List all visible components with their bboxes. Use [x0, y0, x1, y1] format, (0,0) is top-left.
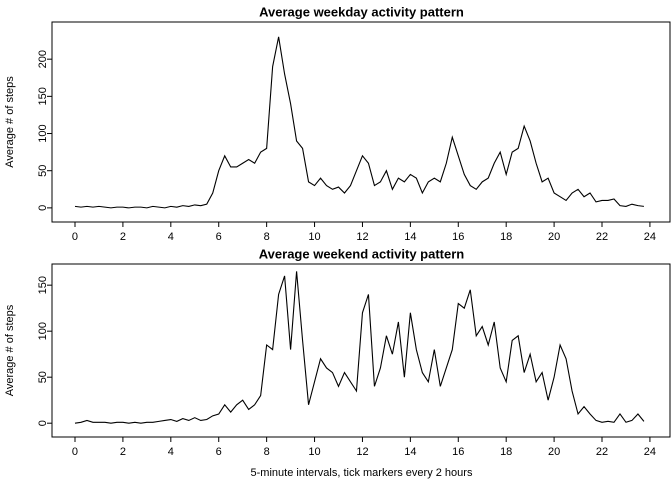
y-tick-label: 100 [37, 124, 49, 142]
x-tick-label: 20 [548, 446, 560, 458]
y-axis-label: Average # of steps [4, 76, 16, 168]
x-tick-label: 4 [168, 446, 174, 458]
x-tick-label: 8 [264, 231, 270, 243]
x-tick-label: 14 [404, 446, 416, 458]
x-tick-label: 20 [548, 231, 560, 243]
x-tick-label: 10 [308, 446, 320, 458]
y-tick-label: 0 [37, 205, 49, 211]
x-tick-label: 10 [308, 231, 320, 243]
data-line [74, 36, 644, 209]
y-tick-label: 100 [37, 322, 49, 340]
y-tick-label: 50 [37, 371, 49, 383]
y-tick-label: 200 [37, 50, 49, 68]
x-tick-label: 6 [216, 231, 222, 243]
x-tick-label: 12 [356, 231, 368, 243]
x-tick-label: 24 [644, 231, 656, 243]
x-tick-label: 8 [264, 446, 270, 458]
y-axis-label: Average # of steps [4, 304, 16, 396]
x-tick-label: 0 [72, 446, 78, 458]
plot-frame [51, 263, 671, 438]
chart-title: Average weekend activity pattern [259, 246, 464, 261]
x-tick-label: 0 [72, 231, 78, 243]
x-tick-label: 2 [120, 446, 126, 458]
x-tick-label: 18 [500, 231, 512, 243]
plot-frame [51, 21, 671, 223]
x-tick-label: 18 [500, 446, 512, 458]
x-tick-label: 2 [120, 231, 126, 243]
x-tick-label: 16 [452, 446, 464, 458]
x-tick-label: 6 [216, 446, 222, 458]
data-line [74, 271, 645, 424]
y-tick-label: 150 [37, 276, 49, 294]
x-tick-label: 16 [452, 231, 464, 243]
x-tick-label: 14 [404, 231, 416, 243]
x-tick-label: 4 [168, 231, 174, 243]
y-tick-label: 150 [37, 87, 49, 105]
x-tick-label: 22 [596, 231, 608, 243]
x-tick-label: 24 [644, 446, 656, 458]
y-tick-label: 50 [37, 165, 49, 177]
x-axis-label: 5-minute intervals, tick markers every 2… [251, 467, 473, 479]
y-tick-label: 0 [37, 420, 49, 426]
x-tick-label: 22 [596, 446, 608, 458]
x-tick-label: 12 [356, 446, 368, 458]
chart-title: Average weekday activity pattern [259, 4, 464, 19]
